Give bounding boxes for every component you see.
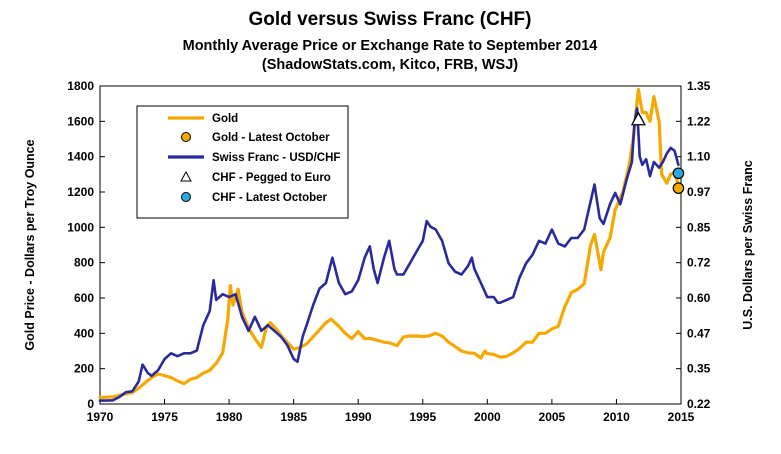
legend-swatch bbox=[180, 170, 192, 182]
left-tick-label: 1600 bbox=[67, 114, 94, 128]
x-tick-label: 1970 bbox=[87, 410, 114, 424]
left-tick-label: 600 bbox=[74, 291, 94, 305]
x-tick-label: 2015 bbox=[668, 410, 695, 424]
left-tick-label: 800 bbox=[74, 256, 94, 270]
plot-area bbox=[99, 85, 682, 405]
left-tick-label: 0 bbox=[87, 397, 94, 411]
right-tick-label: 1.22 bbox=[687, 114, 711, 128]
x-tick-label: 1990 bbox=[345, 410, 372, 424]
chart-title: Gold versus Swiss Franc (CHF) bbox=[249, 9, 532, 30]
right-tick-label: 1.10 bbox=[687, 150, 711, 164]
swiss-franc-series-line bbox=[98, 107, 680, 402]
left-tick-label: 1000 bbox=[67, 220, 94, 234]
right-tick-label: 0.47 bbox=[687, 326, 711, 340]
chart-subtitle: Monthly Average Price or Exchange Rate t… bbox=[183, 38, 598, 54]
right-tick-label: 0.22 bbox=[687, 397, 711, 411]
gold-series-line bbox=[98, 87, 680, 400]
right-tick-label: 0.60 bbox=[687, 291, 711, 305]
left-tick-label: 1800 bbox=[67, 79, 94, 93]
x-tick-label: 1985 bbox=[280, 410, 307, 424]
left-tick-label: 400 bbox=[74, 326, 94, 340]
left-axis-label: Gold Price - Dollars per Troy Ounce bbox=[23, 139, 37, 350]
right-axis-ticks: 0.22 0.35 0.47 0.60 0.72 0.85 0.97 1.10 1.22 1.35 bbox=[676, 79, 711, 411]
legend-label: Gold bbox=[212, 113, 238, 125]
x-tick-label: 2005 bbox=[539, 410, 566, 424]
right-tick-label: 0.72 bbox=[687, 256, 711, 270]
x-tick-label: 2010 bbox=[603, 410, 630, 424]
legend-label: CHF - Pegged to Euro bbox=[212, 172, 331, 184]
left-tick-label: 200 bbox=[74, 362, 94, 376]
left-axis-ticks: 0 200 400 600 800 1000 1200 1400 1600 1800 bbox=[67, 79, 105, 411]
x-axis-ticks: 1970 1975 1980 1985 1990 1995 2000 2005 2010 2015 bbox=[87, 399, 695, 424]
series-layer bbox=[98, 87, 680, 402]
legend-swatch bbox=[181, 192, 191, 202]
legend-swatch bbox=[181, 132, 191, 142]
legend-label: Swiss Franc - USD/CHF bbox=[212, 152, 340, 164]
right-tick-label: 0.97 bbox=[687, 185, 711, 199]
right-tick-label: 0.35 bbox=[687, 362, 711, 376]
chf-pegged-marker bbox=[630, 111, 646, 126]
x-tick-label: 1980 bbox=[216, 410, 243, 424]
left-tick-label: 1400 bbox=[67, 150, 94, 164]
legend-label: CHF - Latest October bbox=[212, 192, 328, 204]
x-tick-label: 1995 bbox=[409, 410, 436, 424]
legend-box bbox=[136, 105, 349, 219]
gold-latest-marker bbox=[672, 182, 685, 194]
x-tick-label: 1975 bbox=[151, 410, 178, 424]
left-tick-label: 1200 bbox=[67, 185, 94, 199]
chart-source: (ShadowStats.com, Kitco, FRB, WSJ) bbox=[262, 57, 518, 73]
x-tick-label: 2000 bbox=[474, 410, 501, 424]
chf-latest-marker bbox=[672, 167, 685, 180]
right-tick-label: 0.85 bbox=[687, 220, 711, 234]
right-axis-label: U.S. Dollars per Swiss Franc bbox=[741, 160, 755, 330]
legend-label: Gold - Latest October bbox=[212, 132, 330, 144]
marker-layer bbox=[630, 111, 685, 194]
right-tick-label: 1.35 bbox=[687, 79, 711, 93]
legend: Gold Gold - Latest October Swiss Franc - U… bbox=[136, 105, 349, 219]
